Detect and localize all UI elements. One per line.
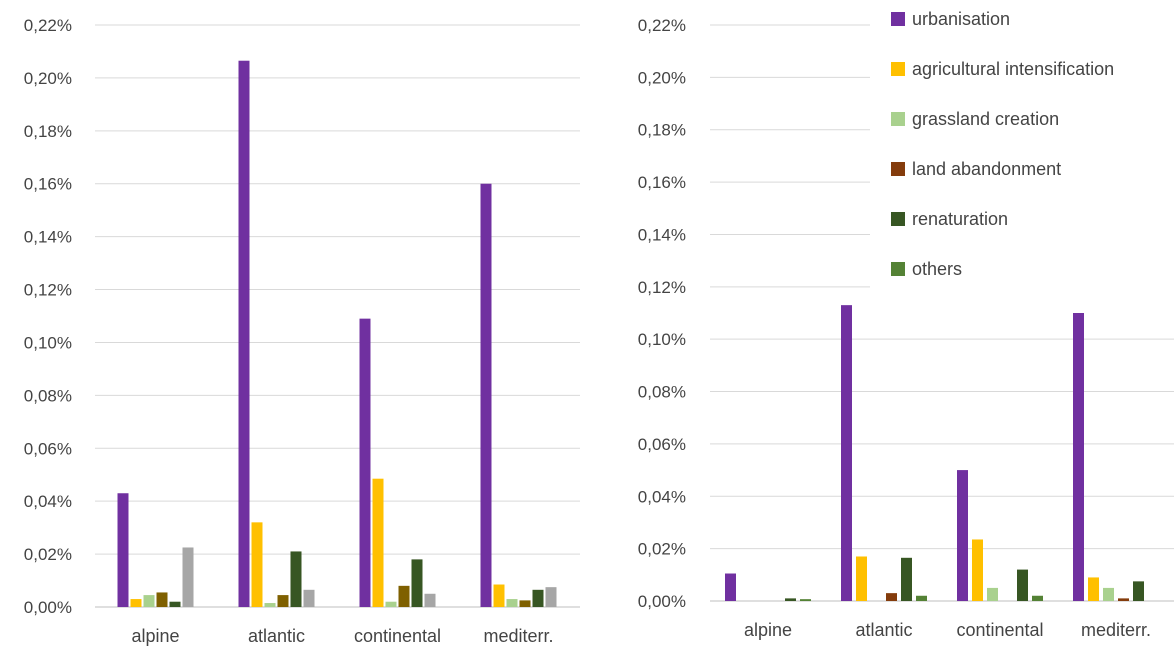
legend-label: others: [912, 259, 962, 279]
bar: [519, 600, 531, 607]
y-tick-label: 0,20%: [638, 68, 686, 87]
x-tick-label: mediterr.: [483, 626, 553, 646]
y-tick-label: 0,08%: [638, 383, 686, 402]
bar: [725, 573, 736, 601]
bar: [1118, 598, 1129, 601]
x-tick-label: mediterr.: [1081, 620, 1151, 640]
y-tick-label: 0,16%: [638, 173, 686, 192]
bar: [130, 599, 142, 607]
y-tick-label: 0,06%: [638, 435, 686, 454]
bar: [957, 470, 968, 601]
bar: [1103, 587, 1114, 601]
bar: [972, 539, 983, 601]
y-tick-label: 0,04%: [638, 487, 686, 506]
y-tick-label: 0,04%: [24, 492, 72, 511]
bar: [182, 547, 194, 607]
bar: [372, 478, 384, 607]
x-tick-label: continental: [956, 620, 1043, 640]
bar: [251, 522, 263, 607]
y-tick-label: 0,18%: [24, 122, 72, 141]
bar: [117, 493, 129, 607]
bar: [841, 305, 852, 601]
bar: [1017, 569, 1028, 601]
x-tick-label: alpine: [744, 620, 792, 640]
bar: [532, 589, 544, 607]
y-tick-label: 0,00%: [24, 598, 72, 617]
legend-label: urbanisation: [912, 9, 1010, 29]
bar: [1088, 577, 1099, 601]
bar: [1073, 313, 1084, 601]
bar: [277, 595, 289, 607]
y-tick-label: 0,10%: [638, 330, 686, 349]
y-tick-label: 0,18%: [638, 121, 686, 140]
bar: [156, 592, 168, 607]
y-tick-label: 0,20%: [24, 69, 72, 88]
bar: [800, 599, 811, 601]
bar: [385, 601, 397, 607]
y-tick-label: 0,16%: [24, 175, 72, 194]
y-tick-label: 0,00%: [638, 592, 686, 611]
bar: [169, 601, 181, 607]
y-tick-label: 0,02%: [24, 545, 72, 564]
y-tick-label: 0,02%: [638, 540, 686, 559]
bar: [264, 603, 276, 607]
y-tick-label: 0,14%: [24, 228, 72, 247]
bar: [424, 593, 436, 607]
bar: [398, 585, 410, 607]
bar: [856, 556, 867, 601]
y-tick-label: 0,06%: [24, 439, 72, 458]
bar: [359, 318, 371, 607]
legend-swatch: [891, 12, 905, 26]
y-tick-label: 0,10%: [24, 333, 72, 352]
legend-label: grassland creation: [912, 109, 1059, 129]
bar: [901, 557, 912, 601]
bar: [506, 599, 518, 607]
bar: [1032, 595, 1043, 601]
x-tick-label: continental: [354, 626, 441, 646]
bar: [1133, 581, 1144, 601]
legend-swatch: [891, 262, 905, 276]
x-tick-label: alpine: [131, 626, 179, 646]
x-tick-label: atlantic: [248, 626, 305, 646]
y-tick-label: 0,22%: [638, 16, 686, 35]
y-tick-label: 0,12%: [638, 278, 686, 297]
legend-label: agricultural intensification: [912, 59, 1114, 79]
legend-swatch: [891, 112, 905, 126]
y-tick-label: 0,22%: [24, 16, 72, 35]
bar: [411, 559, 423, 607]
legend-label: land abandonment: [912, 159, 1061, 179]
bar: [916, 595, 927, 601]
bar: [545, 587, 557, 607]
bar: [290, 551, 302, 607]
legend-swatch: [891, 212, 905, 226]
bar: [785, 598, 796, 601]
bar: [303, 589, 315, 607]
bar: [987, 587, 998, 601]
bar: [480, 183, 492, 607]
bar: [493, 584, 505, 607]
legend-label: renaturation: [912, 209, 1008, 229]
legend-swatch: [891, 62, 905, 76]
x-tick-label: atlantic: [855, 620, 912, 640]
bar: [886, 593, 897, 601]
legend-swatch: [891, 162, 905, 176]
bar: [238, 60, 250, 608]
bar: [143, 595, 155, 607]
y-tick-label: 0,08%: [24, 386, 72, 405]
y-tick-label: 0,14%: [638, 225, 686, 244]
legend-box: [870, 0, 1174, 290]
y-tick-label: 0,12%: [24, 281, 72, 300]
